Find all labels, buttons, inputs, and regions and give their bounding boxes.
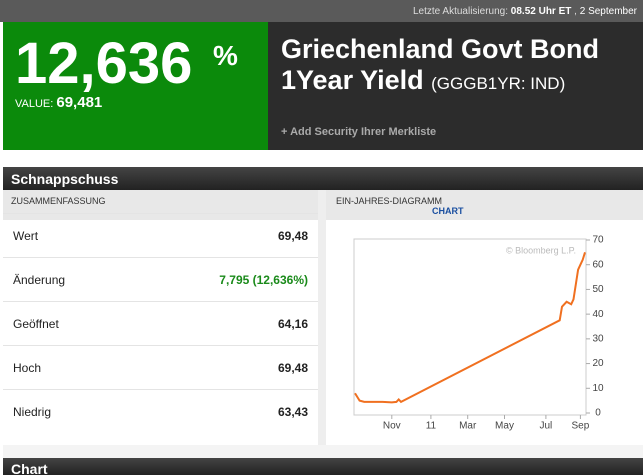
summary-row: Änderung 7,795 (12,636%) — [3, 257, 318, 302]
section-header: Schnappschuss — [3, 167, 643, 190]
x-tick-label: 11 — [426, 421, 437, 432]
row-value: 64,16 — [277, 317, 308, 331]
plot-frame — [353, 238, 587, 416]
summary-row: Wert 69,48 — [3, 213, 318, 258]
row-value: 7,795 (12,636%) — [219, 273, 308, 287]
row-label: Geöffnet — [13, 317, 59, 331]
quote-value: 12,636 — [15, 31, 193, 96]
summary-row: Niedrig 63,43 — [3, 389, 318, 434]
update-label: Letzte Aktualisierung: — [412, 6, 509, 17]
x-tick-label: Jul — [540, 421, 553, 432]
quote-unit: % — [213, 40, 238, 71]
row-label: Änderung — [13, 273, 66, 287]
y-tick-label: 70 — [592, 235, 604, 246]
row-value: 69,48 — [277, 229, 308, 243]
watermark: © Bloomberg L.P. — [506, 245, 576, 255]
title-box: Griechenland Govt Bond 1Year Yield (GGGB… — [268, 22, 643, 150]
summary-row: Geöffnet 64,16 — [3, 301, 318, 346]
update-date: 2 September — [579, 6, 637, 17]
ticker: (GGGB1YR: IND) — [431, 74, 566, 93]
chart: © Bloomberg L.P. 0 10 20 30 40 50 60 70 Nov 11 Mar… — [353, 235, 604, 432]
y-tick-label: 0 — [595, 408, 601, 419]
separator: , — [574, 6, 577, 17]
update-time: 08.52 Uhr ET — [510, 6, 572, 17]
summary-row: Hoch 69,48 — [3, 345, 318, 390]
security-name: Griechenland Govt Bond 1Year Yield (GGGB… — [281, 34, 636, 99]
name-text: Griechenland Govt Bond 1Year Yield — [281, 34, 600, 95]
chart-link[interactable]: CHART — [432, 206, 464, 216]
divider — [318, 190, 326, 445]
section-header: Chart — [3, 458, 643, 475]
value-label-text: VALUE: — [15, 98, 54, 110]
x-tick-label: Mar — [459, 421, 477, 432]
summary-header: ZUSAMMENFASSUNG — [3, 190, 318, 220]
x-tick-label: Nov — [383, 421, 401, 432]
y-tick-label: 20 — [592, 358, 604, 369]
value-label: VALUE: 69,481 — [15, 94, 102, 111]
quote-box: 12,636 % VALUE: 69,481 — [3, 22, 268, 150]
x-tick-label: May — [495, 421, 514, 432]
chart-panel-header: EIN-JAHRES-DIAGRAMM CHART — [326, 190, 643, 220]
y-tick-label: 40 — [592, 309, 604, 320]
add-security[interactable]: + Add Security Ihrer Merkliste — [281, 126, 437, 138]
spacer — [3, 445, 643, 458]
y-tick-label: 10 — [592, 383, 604, 394]
row-value: 63,43 — [277, 405, 308, 419]
row-label: Wert — [13, 229, 39, 243]
y-tick-label: 60 — [592, 259, 604, 270]
row-label: Niedrig — [13, 405, 52, 419]
x-tick-label: Sep — [572, 421, 590, 432]
y-tick-label: 30 — [592, 333, 604, 344]
row-label: Hoch — [13, 361, 42, 375]
data-line — [354, 252, 586, 404]
y-tick-label: 50 — [592, 284, 604, 295]
chart-panel-title: EIN-JAHRES-DIAGRAMM — [336, 196, 443, 206]
row-value: 69,48 — [277, 361, 308, 375]
value-number: 69,481 — [56, 94, 103, 111]
update-bar: Letzte Aktualisierung: 08.52 Uhr ET , 2 … — [0, 0, 643, 22]
